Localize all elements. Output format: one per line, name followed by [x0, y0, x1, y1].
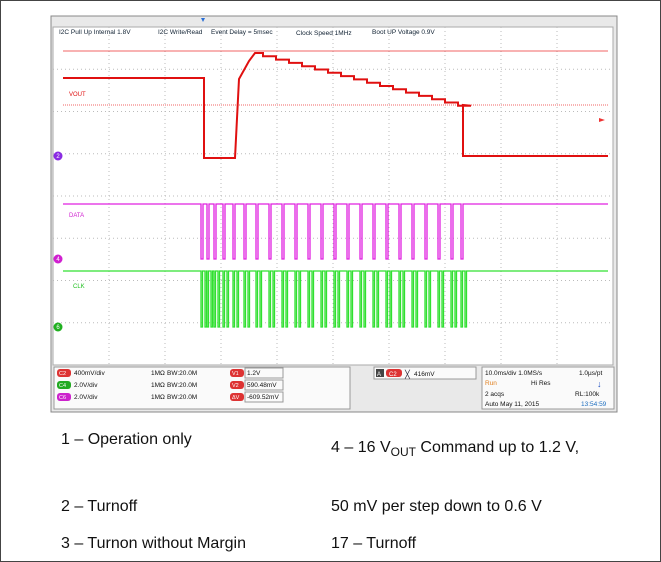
status-text: 10.0ms/div 1.0MS/s: [485, 370, 543, 377]
channel-imp: 1MΩ: [151, 394, 165, 401]
channel-tag-label: C4: [59, 383, 66, 389]
trigger-mode: A: [377, 372, 381, 378]
channel-imp: 1MΩ: [151, 382, 165, 389]
page: I2C Pull Up Internal 1.8V I2C Write/Read…: [0, 0, 661, 562]
cursor-tag-label: ΔV: [232, 395, 240, 401]
header-text: I2C Write/Read: [158, 29, 203, 36]
item-num: 4: [331, 439, 340, 456]
trigger-source: C2: [389, 372, 397, 378]
cursor-value: -609.52mV: [247, 394, 279, 401]
trace-label: VOUT: [69, 92, 86, 98]
status-text: 13:54:59: [581, 401, 607, 408]
caption-item: 1 – Operation only: [61, 431, 192, 449]
channel-imp: 1MΩ: [151, 370, 165, 377]
item-num: 3: [61, 535, 70, 552]
header-text: Clock Speed 1MHz: [296, 30, 352, 37]
item-text: Turnoff: [87, 498, 137, 515]
caption-item: 3 – Turnon without Margin: [61, 535, 246, 553]
trace-label: CLK: [73, 284, 85, 290]
channel-bw: BW:20.0M: [167, 370, 197, 377]
caption-item: 50 mV per step down to 0.6 V: [331, 498, 542, 516]
header-text: Event Delay = 5msec: [211, 29, 273, 36]
caption-item: 2 – Turnoff: [61, 498, 137, 516]
status-text: Auto May 11, 2015: [485, 401, 539, 408]
channel-scale: 2.0V/div: [74, 394, 98, 401]
channel-tag-label: C2: [59, 371, 66, 377]
item-text: Turnon without Margin: [87, 535, 246, 552]
scope-screenshot: I2C Pull Up Internal 1.8V I2C Write/Read…: [1, 1, 661, 421]
status-text: RL:100k: [575, 391, 600, 398]
item-text: Command up to 1.2 V,: [416, 439, 579, 456]
item-text: Turnoff: [366, 535, 416, 552]
item-text: – 16 V: [344, 439, 390, 456]
item-num: 1: [61, 431, 70, 448]
channel-bw: BW:20.0M: [167, 394, 197, 401]
cursor-tag-label: V1: [232, 371, 239, 377]
caption-item: 4 – 16 VOUT Command up to 1.2 V,: [331, 431, 621, 469]
item-num: 17: [331, 535, 349, 552]
cursor-tag-label: V2: [232, 383, 239, 389]
item-text: Operation only: [88, 431, 192, 448]
header-text: Boot UP Voltage 0.9V: [372, 29, 435, 36]
channel-scale: 2.0V/div: [74, 382, 98, 389]
status-text: Hi Res: [531, 380, 551, 387]
status-text: 2 acqs: [485, 391, 505, 398]
item-text: 50 mV per step down to 0.6 V: [331, 498, 542, 515]
channel-scale: 400mV/div: [74, 370, 105, 377]
caption-item: 17 – Turnoff: [331, 535, 416, 553]
cursor-value: 1.2V: [247, 370, 261, 377]
channel-tag-label: C6: [59, 395, 66, 401]
item-num: 2: [61, 498, 70, 515]
status-text: Run: [485, 380, 497, 387]
status-icon: ↓: [597, 379, 602, 389]
header-text: I2C Pull Up Internal 1.8V: [59, 29, 131, 36]
status-text: 1.0µs/pt: [579, 370, 602, 377]
cursor-value: 590.48mV: [247, 382, 277, 389]
trace-label: DATA: [69, 213, 84, 219]
trigger-level: 416mV: [414, 371, 435, 378]
channel-bw: BW:20.0M: [167, 382, 197, 389]
item-sub: OUT: [391, 445, 416, 459]
